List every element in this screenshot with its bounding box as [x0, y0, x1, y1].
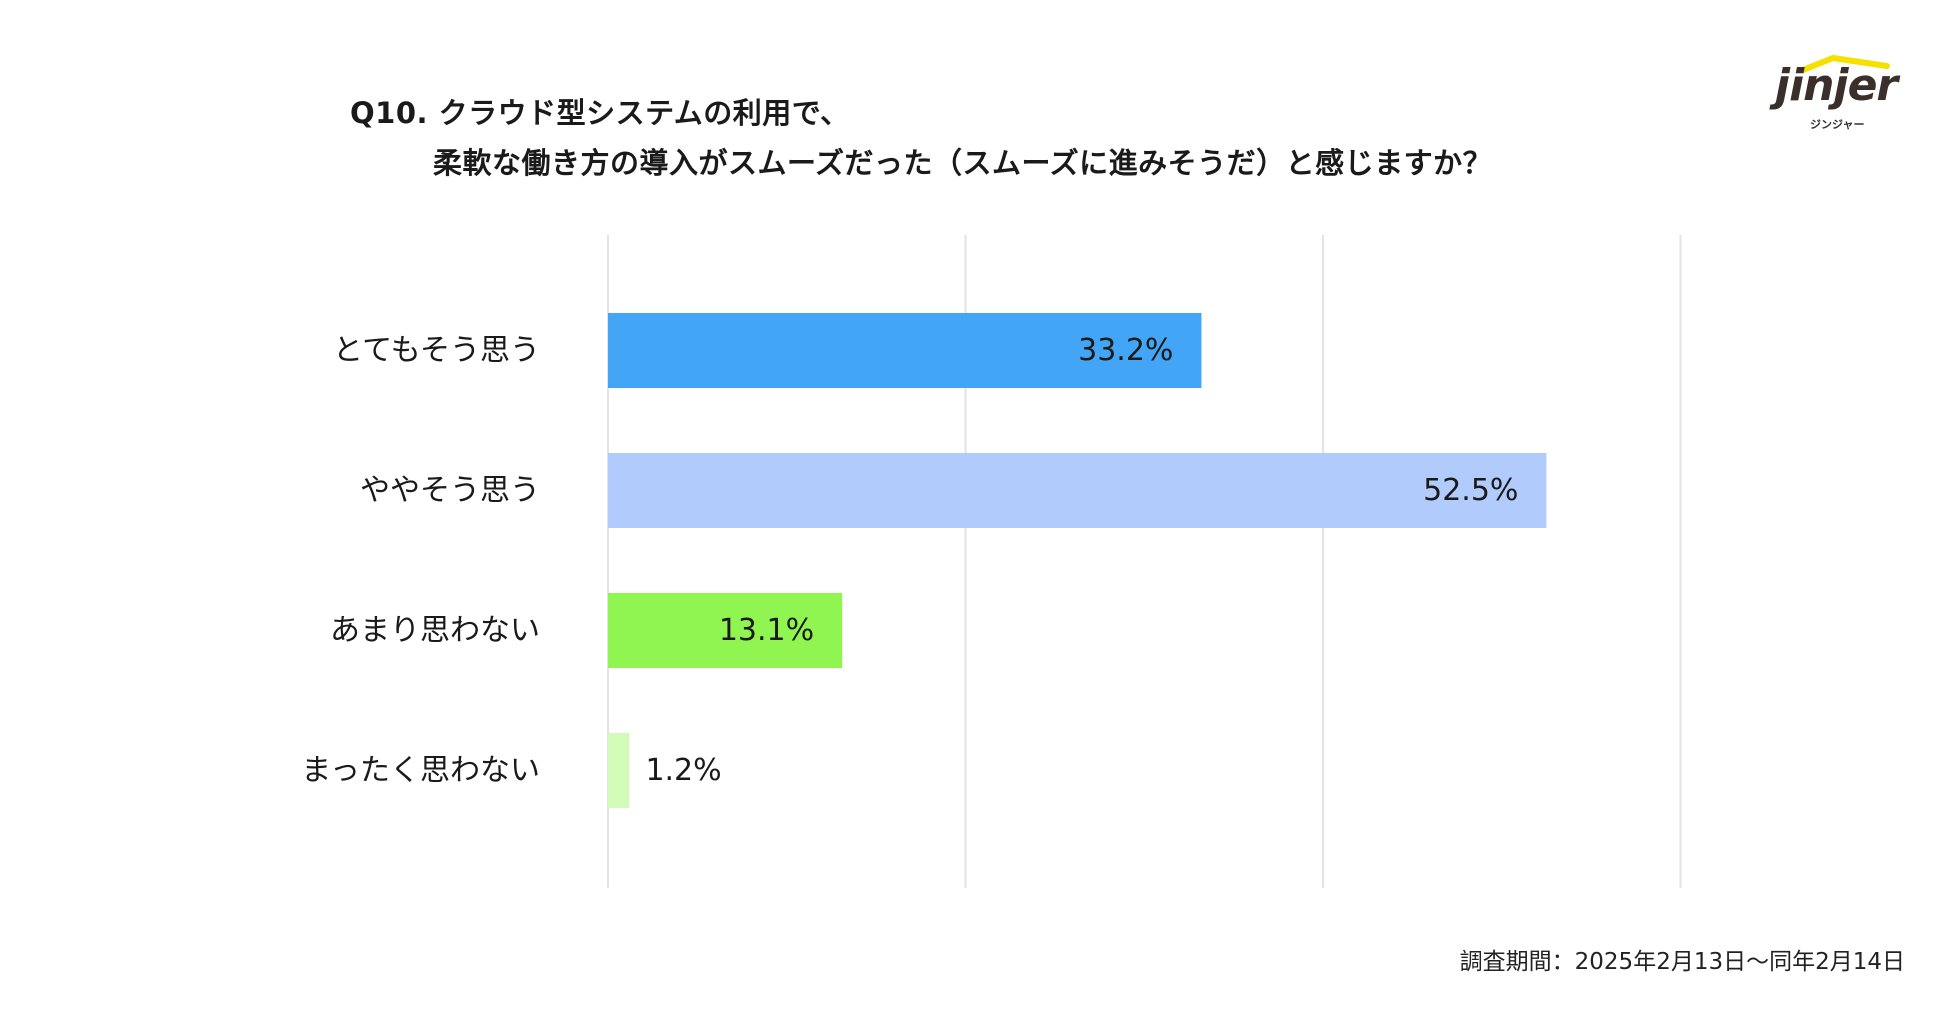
bar-3 [608, 733, 630, 808]
value-label-0: 33.2% [1078, 333, 1173, 368]
survey-period-note: 調査期間：2025年2月13日〜同年2月14日 [1459, 949, 1905, 975]
title-line-1: Q10. クラウド型システムの利用で、 [350, 96, 850, 130]
category-label-2: あまり思わない [330, 613, 540, 648]
jinjer-logo: jinjer ジンジャー [1775, 50, 1915, 140]
category-label-3: まったく思わない [301, 753, 540, 788]
value-label-2: 13.1% [719, 613, 814, 648]
bar-0 [608, 313, 1202, 388]
bar-1 [608, 453, 1547, 528]
logo-kana: ジンジャー [1810, 118, 1865, 131]
category-label-0: とてもそう思う [333, 333, 540, 368]
chart-title: Q10. クラウド型システムの利用で、 柔軟な働き方の導入がスムーズだった（スム… [350, 88, 1492, 188]
value-label-3: 1.2% [645, 753, 721, 788]
logo-wordmark: jinjer [1775, 60, 1898, 111]
value-label-1: 52.5% [1423, 473, 1518, 508]
title-line-2: 柔軟な働き方の導入がスムーズだった（スムーズに進みそうだ）と感じますか？ [433, 146, 1493, 180]
bar-2 [608, 593, 843, 668]
logo-roof-icon [1800, 55, 1890, 73]
category-label-1: ややそう思う [360, 473, 540, 508]
